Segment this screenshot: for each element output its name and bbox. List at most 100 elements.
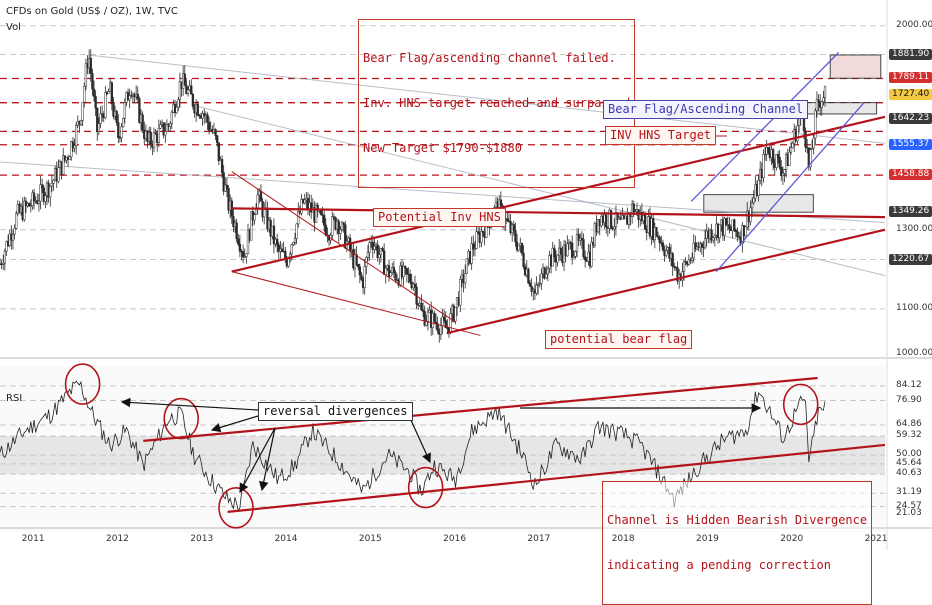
candle-body xyxy=(723,218,726,236)
price-badge: 1789.11 xyxy=(889,72,932,84)
candle-body xyxy=(357,263,360,268)
candle-body xyxy=(117,122,120,138)
candle-body xyxy=(175,106,178,114)
rsi-tick: 40.63 xyxy=(896,468,922,479)
candle-body xyxy=(170,111,173,124)
candle-body xyxy=(556,254,559,263)
candle-body xyxy=(713,235,716,238)
candle-body xyxy=(272,225,276,245)
candle-body xyxy=(546,267,550,275)
candle-body xyxy=(259,190,263,202)
candle-body xyxy=(710,229,713,241)
price-tick: 1000.00 xyxy=(896,348,932,358)
candle-body xyxy=(671,253,674,267)
candle-body xyxy=(536,284,540,286)
candle-body xyxy=(128,95,131,101)
candle-body xyxy=(62,155,65,175)
candle-body xyxy=(687,259,691,265)
candle-body xyxy=(217,142,220,162)
candle-body xyxy=(575,234,579,252)
candle-body xyxy=(295,223,298,239)
candle-body xyxy=(178,81,182,100)
candle-body xyxy=(152,132,156,148)
year-tick: 2019 xyxy=(696,534,719,544)
candle-body xyxy=(28,202,31,207)
price-tick: 1100.00 xyxy=(896,302,932,313)
candle-body xyxy=(750,202,754,209)
candle-body xyxy=(379,247,383,255)
candle-body xyxy=(169,123,172,127)
candle-body xyxy=(682,261,686,272)
candle-body xyxy=(810,147,814,151)
candle-body xyxy=(29,205,32,207)
candle-body xyxy=(387,265,391,277)
candle-body xyxy=(222,172,225,192)
candle-body xyxy=(480,231,483,243)
candle-body xyxy=(5,240,8,252)
candle-body xyxy=(79,120,83,125)
candle-body xyxy=(337,220,340,234)
candle-body xyxy=(566,243,569,257)
candle-body xyxy=(70,141,73,158)
trendline-Potential-Inv-HNS-neckline xyxy=(231,207,886,219)
candle-body xyxy=(744,226,747,237)
divergence-arrow xyxy=(409,417,431,464)
rsi-tick: 31.19 xyxy=(896,487,922,498)
candle-body xyxy=(530,286,533,292)
year-tick: 2016 xyxy=(443,534,467,544)
candle-body xyxy=(394,272,397,281)
candle-body xyxy=(207,122,211,131)
candle-body xyxy=(420,302,423,311)
chart-title: CFDs on Gold (US$ / OZ), 1W, TVC xyxy=(6,6,178,17)
note-inv-hns-target: INV HNS Target xyxy=(605,126,717,145)
candle-body xyxy=(405,268,408,275)
guide-line xyxy=(88,54,886,144)
note-hidden-bearish: Channel is Hidden Bearish Divergence ind… xyxy=(602,481,873,605)
trendline-bear-flag-lower xyxy=(715,102,865,273)
candle-body xyxy=(665,250,668,256)
candle-body xyxy=(232,216,235,227)
price-badge: 1881.90 xyxy=(889,48,932,60)
candle-body xyxy=(582,239,585,257)
candle-body xyxy=(809,149,812,168)
year-tick: 2015 xyxy=(358,534,382,544)
candle-body xyxy=(297,211,300,225)
candle-body xyxy=(37,200,41,204)
candle-body xyxy=(378,254,381,259)
candle-body xyxy=(39,184,42,202)
candle-body xyxy=(661,242,665,251)
candle-body xyxy=(527,268,530,284)
candle-body xyxy=(159,124,162,129)
candle-body xyxy=(23,200,26,220)
candle-body xyxy=(81,101,84,121)
candle-body xyxy=(776,154,780,158)
year-tick: 2014 xyxy=(274,534,298,544)
candle-body xyxy=(470,243,473,264)
candle-body xyxy=(499,199,503,206)
candle-body xyxy=(68,156,71,160)
candle-body xyxy=(177,99,180,108)
candle-body xyxy=(643,215,647,230)
candle-body xyxy=(303,199,306,204)
divergence-arrow xyxy=(239,427,276,494)
candle-body xyxy=(520,243,524,254)
candle-body xyxy=(112,103,115,117)
note-bear-flag-channel: Bear Flag/Ascending Channel xyxy=(603,100,809,119)
candle-body xyxy=(658,237,661,243)
candle-body xyxy=(674,266,678,269)
candle-body xyxy=(71,141,75,149)
rsi-tick: 45.64 xyxy=(896,457,922,468)
candle-body xyxy=(736,231,739,237)
candle-body xyxy=(42,187,45,202)
candle-body xyxy=(220,159,224,173)
candle-body xyxy=(700,243,703,247)
candle-body xyxy=(44,195,47,202)
candle-body xyxy=(577,234,580,241)
price-tick: 1300.00 xyxy=(896,223,932,234)
candle-body xyxy=(110,82,113,105)
candle-body xyxy=(96,107,99,132)
divergence-circle xyxy=(64,363,101,405)
candle-body xyxy=(358,266,361,276)
candle-body xyxy=(775,154,778,168)
candle-body xyxy=(543,267,546,279)
